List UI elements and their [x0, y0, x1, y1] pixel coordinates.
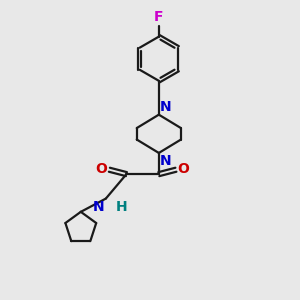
Text: N: N — [160, 100, 172, 114]
Text: F: F — [154, 10, 164, 24]
Text: N: N — [160, 154, 172, 168]
Text: N: N — [93, 200, 104, 214]
Text: H: H — [116, 200, 128, 214]
Text: O: O — [178, 162, 190, 176]
Text: O: O — [96, 162, 108, 176]
